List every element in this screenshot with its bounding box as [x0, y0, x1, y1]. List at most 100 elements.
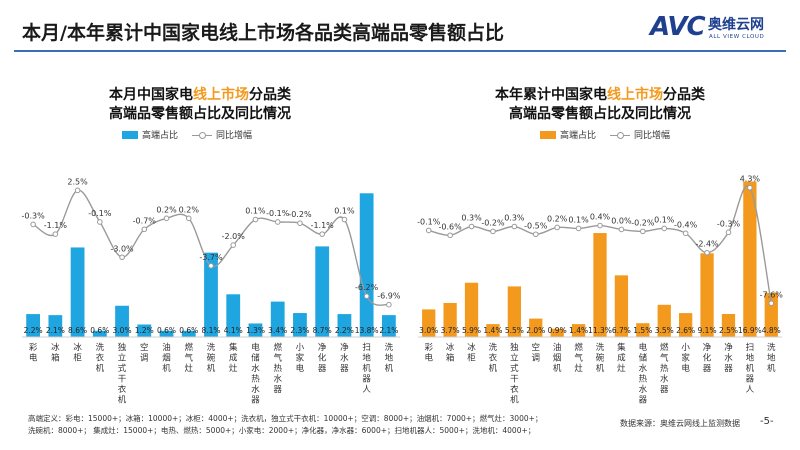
right-bar-5 [529, 318, 543, 337]
left-bar-value-8: 8.1% [201, 326, 220, 335]
right-growth-point-13 [704, 249, 710, 256]
left-title-part-4: 高端品零售额占比及同比情况 [109, 106, 291, 122]
left-bar-16 [381, 315, 396, 337]
left-bar-3 [92, 330, 107, 337]
footnote-line-2: 洗碗机：8000+； 集成灶：15000+；电热、燃热：5000+；小家电：20… [28, 426, 536, 435]
right-category-label-12: 小家电 [681, 342, 690, 374]
left-growth-point-14 [341, 216, 348, 223]
left-bar-7 [181, 330, 196, 337]
right-bar-value-14: 2.5% [719, 326, 738, 335]
left-title-part-1: 本月中国家电 [109, 87, 193, 103]
left-growth-label-9: -2.0% [222, 232, 246, 241]
left-growth-label-2: 2.5% [67, 177, 88, 186]
right-growth-label-3: -0.2% [481, 218, 505, 227]
footnote: 高端定义：彩电：15000+；冰箱：10000+；冰柜：4000+；洗衣机，独立… [28, 413, 588, 437]
logo-cn-name: 奥维云网 [708, 17, 764, 33]
left-growth-label-11: -0.1% [266, 209, 290, 218]
right-growth-point-4 [511, 223, 518, 230]
left-growth-label-13: -1.1% [311, 221, 335, 230]
left-growth-point-6 [163, 215, 170, 222]
right-category-label-6: 油烟机 [553, 342, 562, 374]
left-growth-label-10: 0.1% [245, 207, 266, 216]
right-bar-9 [614, 275, 629, 337]
left-bar-12 [293, 313, 307, 337]
right-category-label-1: 冰箱 [446, 342, 455, 364]
left-growth-label-4: -3.0% [110, 244, 134, 253]
left-growth-label-0: -0.3% [22, 211, 46, 220]
right-legend-bar-label: 高端占比 [560, 131, 597, 141]
right-growth-label-4: 0.3% [504, 214, 525, 223]
right-growth-label-8: 0.4% [590, 213, 611, 222]
left-growth-label-14: 0.1% [334, 207, 355, 216]
right-bar-value-16: 4.8% [762, 326, 781, 335]
left-category-label-7: 燃气灶 [185, 342, 194, 374]
right-category-label-0: 彩电 [424, 342, 433, 364]
right-growth-label-15: 4.3% [740, 175, 761, 184]
right-bar-value-11: 3.5% [655, 326, 674, 335]
right-bar-value-15: 16.9% [738, 326, 762, 335]
footnote-line-1: 高端定义：彩电：15000+；冰箱：10000+；冰柜：4000+；洗衣机，独立… [28, 414, 543, 423]
avc-logo: AVC 奥维云网 ALL VIEW CLOUD [650, 12, 790, 46]
left-bar-10 [248, 323, 263, 337]
right-bar-value-12: 2.6% [676, 326, 695, 335]
right-growth-label-13: -2.4% [695, 240, 719, 249]
left-chart-title: 本月中国家电线上市场分品类 高端品零售额占比及同比情况 [20, 86, 380, 124]
right-bar-value-7: 1.4% [569, 326, 588, 335]
right-growth-label-14: -0.3% [717, 219, 741, 228]
left-growth-point-11 [274, 219, 281, 225]
left-bar-value-10: 1.3% [246, 326, 265, 335]
left-bar-4 [115, 305, 129, 337]
left-growth-point-2 [74, 187, 81, 194]
right-growth-point-10 [640, 228, 646, 235]
right-growth-point-6 [554, 224, 560, 231]
right-growth-label-7: 0.1% [568, 215, 589, 224]
left-growth-point-5 [141, 226, 148, 233]
left-growth-label-15: -6.2% [355, 283, 379, 292]
right-bar-value-0: 3.0% [419, 326, 438, 335]
left-category-label-16: 洗地机 [385, 342, 394, 374]
left-growth-label-3: -0.1% [88, 209, 112, 218]
right-growth-label-1: -0.6% [439, 222, 463, 231]
right-category-label-4: 独立式干衣机 [510, 342, 519, 406]
left-growth-label-5: -0.7% [133, 216, 157, 225]
left-bar-value-14: 2.2% [335, 326, 354, 335]
right-bar-value-9: 6.7% [612, 326, 631, 335]
left-category-label-10: 电储水热水器 [251, 342, 260, 406]
right-growth-point-3 [490, 228, 496, 235]
left-legend: 高端占比 同比增幅 [122, 128, 252, 141]
left-legend-line-marker [192, 131, 213, 139]
left-bar-15 [359, 193, 374, 337]
left-legend-bar-swatch [122, 130, 138, 139]
right-category-label-5: 空调 [532, 342, 541, 364]
left-bar-2 [70, 247, 85, 337]
right-legend-bar-swatch [540, 130, 556, 139]
right-growth-point-11 [661, 225, 668, 232]
left-category-label-0: 彩电 [29, 342, 38, 364]
left-category-label-1: 冰箱 [51, 342, 60, 364]
right-growth-label-0: -0.1% [417, 217, 441, 226]
right-legend: 高端占比 同比增幅 [540, 128, 670, 141]
left-bar-value-1: 2.1% [46, 326, 65, 335]
left-category-label-12: 小家电 [296, 342, 305, 374]
left-growth-point-9 [230, 242, 237, 248]
right-category-label-2: 冰柜 [467, 342, 476, 364]
right-bar-value-13: 9.1% [698, 326, 717, 335]
right-bar-8 [593, 233, 607, 337]
right-category-label-13: 净化器 [703, 342, 712, 374]
left-bar-0 [26, 314, 41, 337]
left-growth-point-3 [97, 219, 103, 225]
left-growth-point-15 [363, 293, 370, 299]
left-category-label-11: 燃气热水器 [273, 342, 282, 395]
left-category-label-3: 洗衣机 [96, 342, 105, 374]
title-divider [14, 50, 786, 52]
logo-mark: AVC [650, 12, 706, 42]
left-bar-6 [159, 330, 174, 337]
right-legend-line-label: 同比增幅 [634, 131, 671, 141]
left-bar-value-13: 8.7% [313, 326, 332, 335]
left-bar-13 [315, 246, 330, 337]
right-category-label-15: 扫地机器人 [746, 342, 755, 395]
left-category-label-14: 净水器 [340, 342, 349, 374]
right-bar-7 [571, 324, 586, 337]
right-growth-point-1 [447, 232, 453, 239]
right-category-label-16: 洗地机 [767, 342, 776, 374]
